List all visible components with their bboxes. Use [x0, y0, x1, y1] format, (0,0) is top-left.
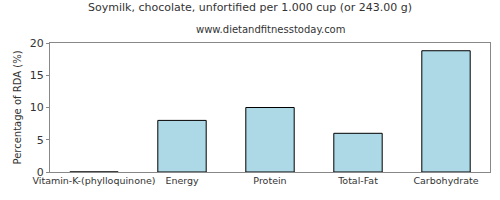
svg-text:10: 10	[30, 101, 44, 114]
svg-text:Total-Fat: Total-Fat	[337, 175, 378, 186]
svg-text:Soymilk, chocolate, unfortifie: Soymilk, chocolate, unfortified per 1.00…	[88, 1, 412, 14]
svg-text:Percentage of RDA (%): Percentage of RDA (%)	[12, 50, 23, 164]
svg-text:Vitamin-K-(phylloquinone): Vitamin-K-(phylloquinone)	[32, 175, 155, 186]
svg-text:5: 5	[37, 134, 44, 147]
svg-text:0: 0	[37, 166, 44, 179]
svg-text:15: 15	[30, 69, 44, 82]
svg-text:20: 20	[30, 37, 44, 50]
svg-text:Energy: Energy	[165, 175, 199, 186]
svg-text:www.dietandfitnesstoday.com: www.dietandfitnesstoday.com	[196, 24, 345, 35]
svg-text:Protein: Protein	[253, 175, 286, 186]
svg-text:Carbohydrate: Carbohydrate	[413, 175, 478, 186]
